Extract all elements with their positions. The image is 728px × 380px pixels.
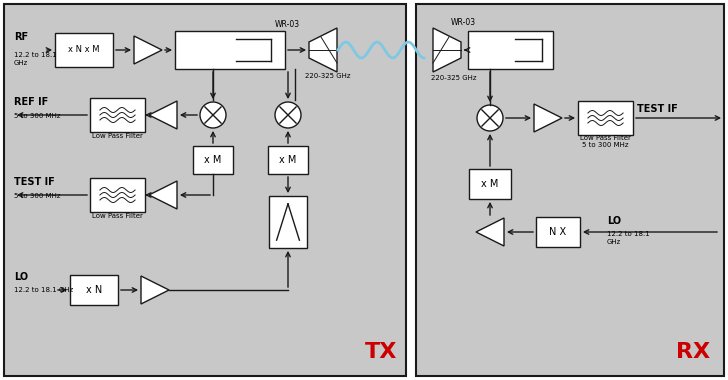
Bar [175, 31, 285, 69]
Bar [468, 31, 553, 69]
Text: GHz: GHz [14, 60, 28, 66]
Text: Low Pass Filter: Low Pass Filter [92, 133, 143, 139]
Text: GHz: GHz [607, 239, 621, 245]
Text: LO: LO [607, 216, 621, 226]
Bar [90, 178, 145, 212]
Polygon shape [149, 181, 177, 209]
Text: REF IF: REF IF [14, 97, 48, 107]
Text: TEST IF: TEST IF [637, 104, 678, 114]
Text: Low Pass Filter: Low Pass Filter [580, 135, 631, 141]
Polygon shape [433, 28, 461, 72]
Text: x M: x M [205, 155, 222, 165]
Bar [4, 4, 406, 376]
Text: 5 to 300 MHz: 5 to 300 MHz [14, 113, 60, 119]
Text: TEST IF: TEST IF [14, 177, 55, 187]
Bar [469, 169, 511, 199]
Text: RX: RX [676, 342, 710, 362]
Text: 5 to 300 MHz: 5 to 300 MHz [14, 193, 60, 199]
Text: 220-325 GHz: 220-325 GHz [305, 73, 350, 79]
Text: WR-03: WR-03 [451, 18, 476, 27]
Polygon shape [134, 36, 162, 64]
Bar [416, 4, 724, 376]
Polygon shape [309, 28, 337, 72]
Text: RF: RF [14, 32, 28, 42]
Circle shape [200, 102, 226, 128]
Polygon shape [149, 101, 177, 129]
Bar [90, 98, 145, 132]
Bar [193, 146, 233, 174]
Bar [70, 275, 118, 305]
Text: WR-03: WR-03 [275, 20, 300, 29]
Text: x M: x M [280, 155, 297, 165]
Bar [536, 217, 580, 247]
Text: x N x M: x N x M [68, 46, 100, 54]
Bar [269, 196, 307, 248]
Text: 12.2 to 18.1: 12.2 to 18.1 [607, 231, 650, 237]
Polygon shape [476, 218, 504, 246]
Text: Low Pass Filter: Low Pass Filter [92, 213, 143, 219]
Text: N X: N X [550, 227, 566, 237]
Bar [578, 101, 633, 135]
Circle shape [477, 105, 503, 131]
Text: 12.2 to 18.1 GHz: 12.2 to 18.1 GHz [14, 287, 74, 293]
Polygon shape [141, 276, 169, 304]
Text: 220-325 GHz: 220-325 GHz [431, 75, 477, 81]
Polygon shape [534, 104, 562, 132]
Text: TX: TX [365, 342, 397, 362]
Bar [55, 33, 113, 67]
Text: x N: x N [86, 285, 102, 295]
Text: 5 to 300 MHz: 5 to 300 MHz [582, 142, 629, 148]
Circle shape [275, 102, 301, 128]
Text: LO: LO [14, 272, 28, 282]
Bar [268, 146, 308, 174]
Text: x M: x M [481, 179, 499, 189]
Text: 12.2 to 18.1: 12.2 to 18.1 [14, 52, 57, 58]
